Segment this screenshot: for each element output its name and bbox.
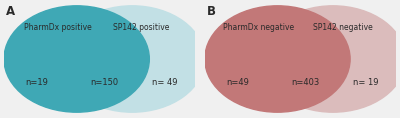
Ellipse shape: [4, 6, 149, 112]
Text: n= 49: n= 49: [152, 78, 177, 87]
Text: n=403: n=403: [291, 78, 319, 87]
Ellipse shape: [60, 6, 205, 112]
Text: n=19: n=19: [25, 78, 48, 87]
Text: A: A: [6, 5, 15, 18]
Text: PharmDx positive: PharmDx positive: [24, 23, 92, 32]
Text: SP142 positive: SP142 positive: [114, 23, 170, 32]
Text: B: B: [207, 5, 216, 18]
Text: SP142 negative: SP142 negative: [312, 23, 372, 32]
Ellipse shape: [205, 6, 350, 112]
Text: n= 19: n= 19: [353, 78, 378, 87]
Text: PharmDx negative: PharmDx negative: [223, 23, 294, 32]
Text: n=150: n=150: [90, 78, 118, 87]
Text: n=49: n=49: [226, 78, 249, 87]
Ellipse shape: [260, 6, 400, 112]
